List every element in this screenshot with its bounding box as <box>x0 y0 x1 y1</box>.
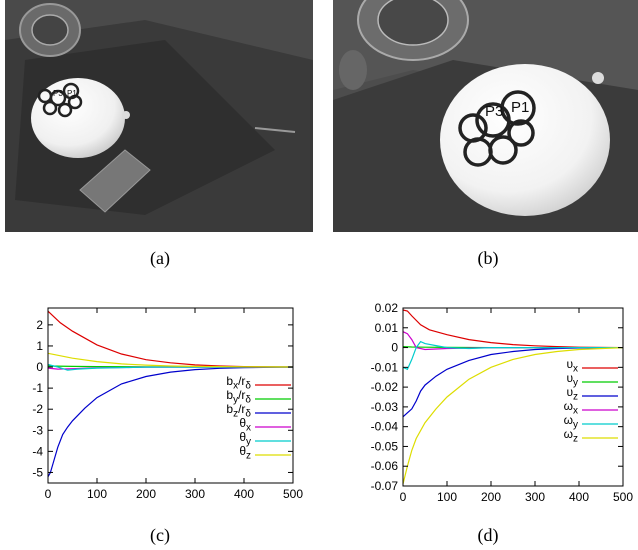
marker-label-p3-b: P3 <box>485 103 503 120</box>
chart-c-series-5 <box>47 352 294 368</box>
chart-c-frame <box>47 307 294 484</box>
chart-d-x-tick-label-3: 300 <box>525 490 545 504</box>
photo-b: P3 P1 <box>333 0 638 232</box>
photo-a: P3 P1 <box>5 0 313 232</box>
chart-c-y-tick-label-1: 1 <box>36 339 43 353</box>
chart-c-y-tick-label-3: -1 <box>32 381 43 395</box>
chart-d-x-tick-label-4: 400 <box>569 490 589 504</box>
chart-d-legend-label-0: υx <box>566 357 578 374</box>
chart-c-y-tick-label-5: -3 <box>32 423 43 437</box>
chart-d-frame <box>402 307 624 487</box>
marker-label-p1-b: P1 <box>511 99 529 116</box>
chart-d-series-0 <box>402 309 624 349</box>
chart-c-legend-label-2: bz/rδ <box>226 402 251 419</box>
chart-c-legend-label-4: θy <box>239 430 251 447</box>
chart-d-y-tick-label-4: -0.02 <box>371 380 399 394</box>
chart-c-x-tick-label-4: 400 <box>234 487 254 501</box>
caption-c: (c) <box>150 525 170 545</box>
chart-c-legend-label-3: θx <box>239 416 251 433</box>
chart-d: 0 100 200 300 400 500 0.02 0.01 0 -0.01 -0.02 -0.03… <box>371 301 634 504</box>
chart-c-x-tick-label-2: 200 <box>136 487 156 501</box>
chart-d-y-tick-label-7: -0.05 <box>371 439 399 453</box>
chart-d-series-2 <box>402 347 624 418</box>
caption-d: (d) <box>477 525 499 545</box>
marker-label-p3-a: P3 <box>53 89 63 98</box>
chart-c-x-tick-label-5: 500 <box>283 487 303 501</box>
chart-c-x-tick-label-1: 100 <box>87 487 107 501</box>
chart-d-y-tick-label-5: -0.03 <box>371 400 399 414</box>
chart-c-x-tick-label-3: 300 <box>185 487 205 501</box>
chart-d-legend-label-2: υz <box>566 385 578 402</box>
chart-d-legend-label-3: ωx <box>564 399 578 416</box>
marker-label-p1-a: P1 <box>67 89 77 98</box>
chart-d-series-5 <box>402 347 624 485</box>
chart-d-x-tick-label-2: 200 <box>481 490 501 504</box>
chart-c-y-tick-label-0: 2 <box>36 318 43 332</box>
chart-d-legend-label-4: ωy <box>564 413 578 430</box>
chart-c-y-tick-label-6: -4 <box>32 444 43 458</box>
chart-c-y-tick-label-7: -5 <box>32 465 43 479</box>
chart-d-y-tick-label-2: 0 <box>391 341 398 355</box>
chart-d-y-tick-label-6: -0.04 <box>371 420 399 434</box>
chart-d-y-tick-label-9: -0.07 <box>371 479 399 493</box>
chart-c-legend-label-1: by/rδ <box>226 388 251 405</box>
chart-c: 0 100 200 300 400 500 2 1 0 -1 -2 -3 -4 -5 bx/rδby/rδb… <box>32 307 303 501</box>
chart-c-legend-label-0: bx/rδ <box>226 374 251 391</box>
chart-c-series-4 <box>47 363 294 371</box>
chart-d-x-tick-label-5: 500 <box>613 490 633 504</box>
chart-d-series-4 <box>402 340 623 371</box>
chart-c-legend-label-5: θz <box>239 444 251 461</box>
chart-d-y-tick-label-3: -0.01 <box>371 360 399 374</box>
chart-c-series-0 <box>47 310 294 368</box>
chart-c-series-2 <box>47 366 294 477</box>
chart-d-legend-label-5: ωz <box>564 427 578 444</box>
caption-b: (b) <box>477 248 499 268</box>
chart-c-y-tick-label-2: 0 <box>36 360 43 374</box>
chart-d-x-tick-label-1: 100 <box>437 490 457 504</box>
caption-a: (a) <box>150 248 170 268</box>
chart-c-y-tick-label-4: -2 <box>32 402 43 416</box>
chart-d-x-tick-label-0: 0 <box>400 490 407 504</box>
chart-d-y-tick-label-1: 0.01 <box>375 321 399 335</box>
chart-d-y-tick-label-0: 0.02 <box>375 301 399 315</box>
chart-d-legend-label-1: υy <box>566 371 578 388</box>
chart-d-y-tick-label-8: -0.06 <box>371 459 399 473</box>
chart-c-x-tick-label-0: 0 <box>45 487 52 501</box>
